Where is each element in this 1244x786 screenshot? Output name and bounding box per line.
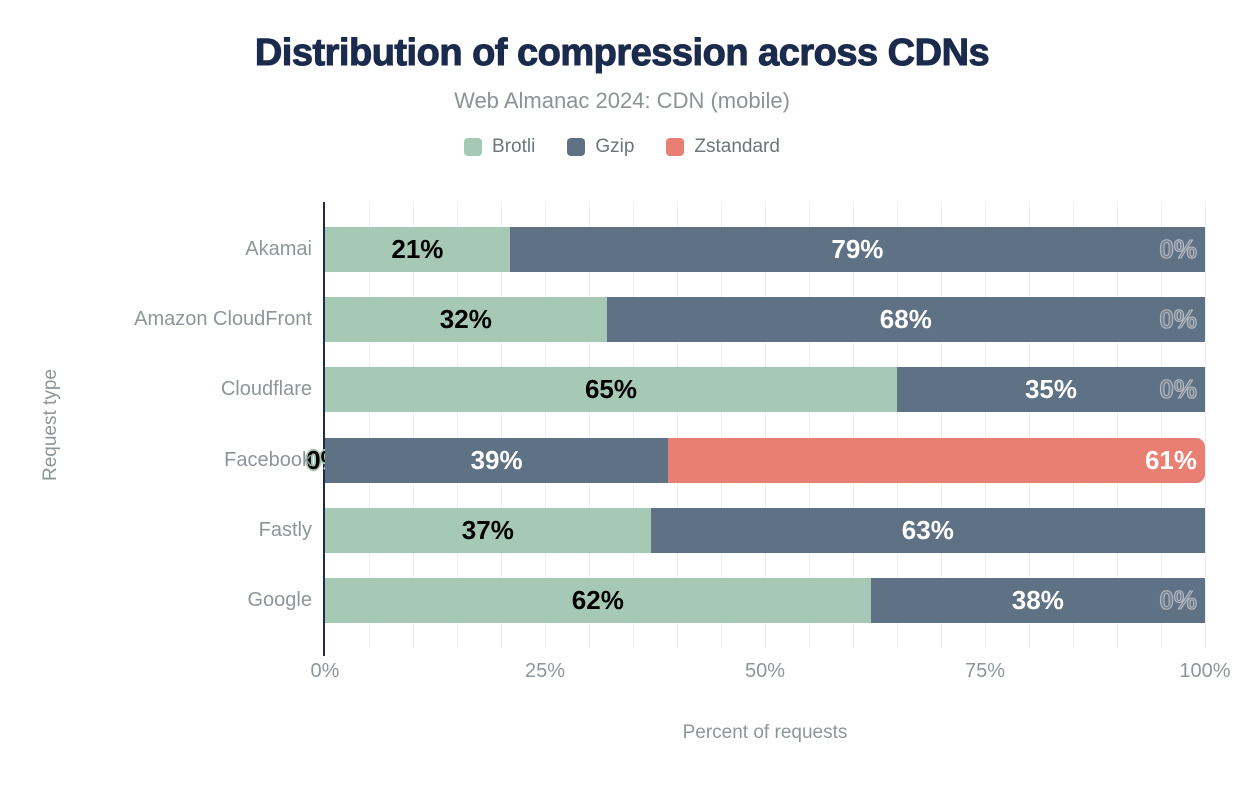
gzip-segment-fastly: [650, 507, 1205, 553]
category-label-facebook: Facebook: [224, 448, 312, 471]
brotli-value-label-fastly: 37%: [461, 514, 514, 545]
gzip-segment-facebook: [325, 437, 669, 483]
legend-swatch-brotli: [464, 138, 483, 156]
category-label-google: Google: [247, 589, 313, 611]
zstandard-value-label-google: 0%: [1159, 585, 1198, 616]
legend: Brotli Gzip Zstandard: [0, 136, 1244, 158]
zstandard-segment-facebook: [668, 437, 1205, 483]
gzip-value-label-google: 38%: [1011, 585, 1064, 615]
plot-area: 21% 79% 0% 32% 68% 0% 65% 35% 0% 0% 39% 61% 37% 63% 62…: [306, 202, 1206, 648]
gridline: [1029, 202, 1030, 648]
gridline: [457, 202, 458, 648]
gridline: [853, 202, 854, 648]
legend-swatch-gzip: [567, 138, 586, 156]
brotli-segment-google: [325, 578, 871, 623]
gridline: [545, 202, 546, 648]
gridline: [1161, 202, 1162, 648]
legend-item-zstandard[interactable]: Zstandard: [666, 136, 780, 158]
gzip-segment-amazon-cloudfront: [606, 297, 1205, 343]
gzip-segment-akamai: [509, 227, 1205, 272]
gridline: [897, 202, 898, 648]
bar-row-facebook: 0%39%61%: [306, 437, 1205, 483]
legend-item-gzip[interactable]: Gzip: [567, 136, 634, 158]
gzip-value-label-akamai: 79%: [831, 234, 884, 264]
bar-row-fastly: 37% 63%: [325, 507, 1205, 553]
brotli-value-label-google: 62%: [571, 585, 624, 615]
x-axis-title: Percent of requests: [682, 722, 848, 743]
gridline: [985, 202, 986, 648]
brotli-segment-amazon-cloudfront: [325, 297, 607, 343]
legend-item-brotli[interactable]: Brotli: [464, 136, 535, 158]
x-tick-50: 50%: [744, 660, 786, 682]
category-label-akamai: Akamai: [245, 238, 312, 260]
gzip-value-label-fastly: 63%: [901, 514, 954, 545]
x-tick-25: 25%: [524, 660, 566, 682]
brotli-value-label-akamai: 21%: [391, 234, 444, 264]
gridline: [1205, 202, 1206, 648]
category-label-amazon-cloudfront: Amazon CloudFront: [134, 308, 312, 331]
bar-row-amazon-cloudfront: 32% 68% 0%: [325, 297, 1205, 343]
brotli-segment-akamai: [325, 227, 510, 272]
y-axis-spine: [323, 202, 325, 656]
x-tick-0: 0%: [310, 660, 340, 682]
x-tick-100: 100%: [1179, 660, 1231, 682]
gzip-value-label-facebook: 39%: [470, 444, 523, 475]
brotli-value-label-amazon-cloudfront: 32%: [439, 304, 492, 335]
gridline: [369, 202, 370, 648]
gzip-segment-google: [870, 578, 1205, 623]
legend-swatch-zstandard: [666, 138, 685, 156]
gridline: [633, 202, 634, 648]
gridline: [809, 202, 810, 648]
brotli-value-label-cloudflare: 65%: [584, 374, 638, 405]
zstandard-value-label-akamai: 0%: [1159, 234, 1198, 265]
gzip-segment-cloudflare: [897, 367, 1205, 413]
gridline: [1117, 202, 1118, 648]
x-tick-75: 75%: [964, 660, 1006, 682]
bar-row-akamai: 21% 79% 0%: [325, 227, 1205, 272]
category-label-fastly: Fastly: [258, 518, 312, 541]
legend-label-brotli: Brotli: [492, 136, 536, 157]
gridline: [413, 202, 414, 648]
chart-subtitle: Web Almanac 2024: CDN (mobile): [454, 88, 790, 113]
gridline: [589, 202, 590, 648]
zstandard-value-label-cloudflare: 0%: [1159, 374, 1198, 405]
gridline: [501, 202, 502, 648]
chart-title: Distribution of compression across CDNs: [254, 32, 990, 75]
gridline: [677, 202, 678, 648]
category-label-cloudflare: Cloudflare: [220, 378, 312, 401]
gridline: [941, 202, 942, 648]
x-axis-ticks: 0% 25% 50% 75% 100%: [311, 660, 1231, 684]
gridline: [765, 202, 766, 648]
brotli-segment-fastly: [325, 507, 651, 553]
zstandard-value-label-facebook: 61%: [1144, 444, 1197, 475]
brotli-segment-cloudflare: [325, 367, 897, 413]
zstandard-value-label-amazon-cloudfront: 0%: [1159, 304, 1198, 335]
gzip-value-label-amazon-cloudfront: 68%: [879, 304, 932, 335]
gzip-value-label-cloudflare: 35%: [1024, 374, 1078, 405]
bar-row-cloudflare: 65% 35% 0%: [325, 367, 1205, 413]
legend-label-gzip: Gzip: [595, 136, 635, 157]
gridline: [1073, 202, 1074, 648]
gridline: [721, 202, 722, 648]
bar-row-google: 62% 38% 0%: [325, 578, 1205, 623]
legend-label-zstandard: Zstandard: [694, 136, 780, 157]
